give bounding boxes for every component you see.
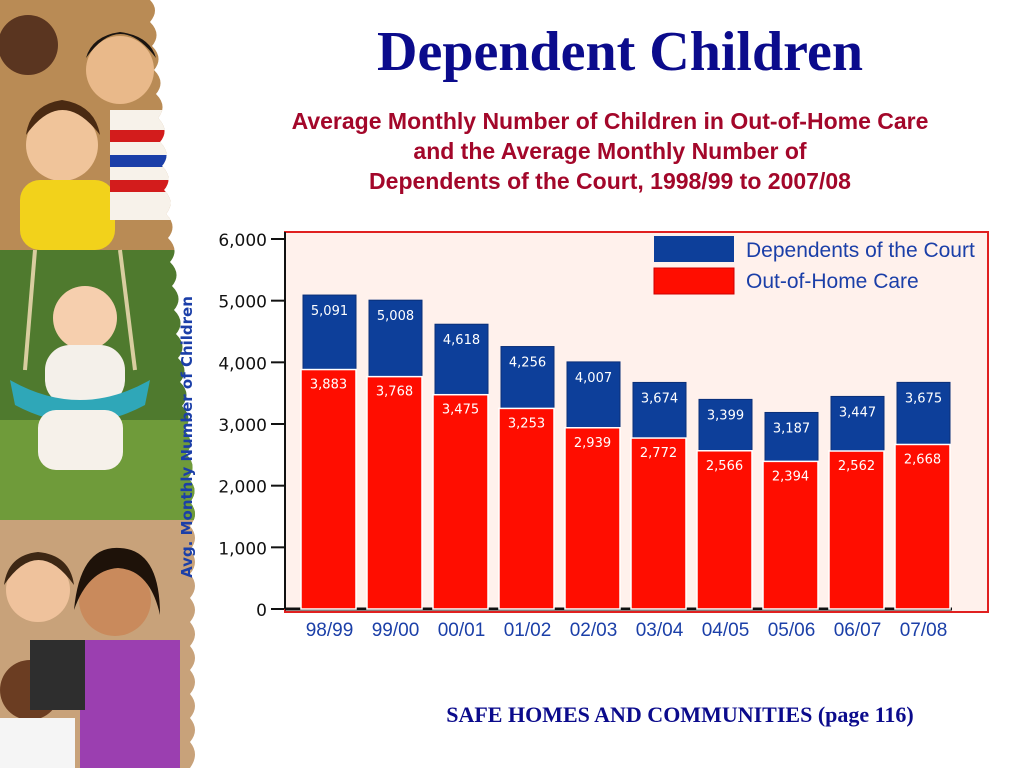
x-tick-label: 00/01 <box>438 620 486 641</box>
x-tick-label: 07/08 <box>900 620 948 641</box>
shirt-stripe <box>110 180 180 192</box>
legend-swatch-out-of-home <box>653 267 735 295</box>
child-hair <box>86 32 156 58</box>
bar-label-out-of-home: 2,566 <box>706 459 743 474</box>
y-axis-title: Avg. Monthly Number of Children <box>178 296 196 578</box>
x-tick-label: 99/00 <box>372 620 420 641</box>
bar-label-dependents: 4,256 <box>509 356 546 371</box>
y-axis: 0 1,000 2,000 3,000 4,000 5,000 6,000 <box>218 231 285 621</box>
bar-label-dependents: 4,618 <box>443 333 480 348</box>
child-face <box>86 36 154 104</box>
baby-legs <box>38 410 123 470</box>
legend-label-dependents: Dependents of the Court <box>746 239 975 262</box>
legend-label-out-of-home: Out-of-Home Care <box>746 270 919 293</box>
x-tick-label: 05/06 <box>768 620 816 641</box>
swing-rope <box>23 249 37 371</box>
y-tick-label: 6,000 <box>218 231 267 251</box>
y-tick-label: 1,000 <box>218 539 267 559</box>
bar-label-dependents: 3,399 <box>707 408 744 423</box>
subtitle-line: and the Average Monthly Number of <box>413 138 807 164</box>
legend-swatch-dependents <box>654 236 734 262</box>
bar-label-out-of-home: 3,768 <box>376 385 413 400</box>
baby-face <box>53 286 117 350</box>
child-hair <box>74 547 160 615</box>
bar-label-out-of-home: 3,475 <box>442 403 479 418</box>
bar-label-out-of-home: 2,939 <box>574 436 611 451</box>
bar-out-of-home <box>366 375 423 610</box>
swing-seat <box>10 380 150 423</box>
subtitle-line: Average Monthly Number of Children in Ou… <box>291 108 929 134</box>
bar-out-of-home <box>894 443 951 610</box>
child-hair <box>26 100 100 135</box>
y-tick-label: 3,000 <box>218 416 267 436</box>
child-face <box>79 564 151 636</box>
bar-label-dependents: 4,007 <box>575 371 612 386</box>
page-title: Dependent Children <box>377 21 863 83</box>
x-axis: 98/99 99/00 00/01 01/02 02/03 03/04 04/05 05/06… <box>306 620 948 641</box>
swing-rope <box>118 249 137 371</box>
child-face <box>26 109 98 181</box>
x-tick-label: 02/03 <box>570 620 618 641</box>
bar-label-out-of-home: 2,394 <box>772 469 809 484</box>
shirt-stripe <box>110 155 180 167</box>
x-tick-label: 98/99 <box>306 620 354 641</box>
x-tick-label: 03/04 <box>636 620 684 641</box>
bar-out-of-home <box>828 450 885 610</box>
x-tick-label: 04/05 <box>702 620 750 641</box>
bar-out-of-home <box>696 450 753 610</box>
bar-label-out-of-home: 2,772 <box>640 446 677 461</box>
subtitle-line: Dependents of the Court, 1998/99 to 2007… <box>369 168 851 194</box>
child-shirt <box>0 718 75 768</box>
bar-out-of-home <box>300 368 357 610</box>
x-tick-label: 06/07 <box>834 620 882 641</box>
bar-out-of-home <box>432 393 489 610</box>
y-tick-label: 0 <box>256 601 267 621</box>
y-tick-label: 2,000 <box>218 478 267 498</box>
bar-label-out-of-home: 2,668 <box>904 452 941 467</box>
bar-chart: Avg. Monthly Number of Children 0 1,000 2,… <box>178 231 989 641</box>
y-tick-label: 4,000 <box>218 354 267 374</box>
bar-label-dependents: 3,674 <box>641 391 678 406</box>
bar-label-dependents: 5,008 <box>377 309 414 324</box>
child-shirt <box>80 640 180 768</box>
footer-caption: SAFE HOMES AND COMMUNITIES (page 116) <box>446 702 914 727</box>
bar-out-of-home <box>762 460 819 610</box>
child-shirt <box>30 640 85 710</box>
legend: Dependents of the Court Out-of-Home Care <box>653 236 975 295</box>
bar-out-of-home <box>630 437 687 610</box>
child-face <box>0 15 58 75</box>
x-tick-label: 01/02 <box>504 620 552 641</box>
child-face <box>6 558 70 622</box>
bar-out-of-home <box>564 427 621 610</box>
child-shirt <box>20 180 115 250</box>
bar-label-dependents: 3,675 <box>905 391 942 406</box>
bar-label-out-of-home: 3,883 <box>310 378 347 393</box>
children-photo-strip <box>0 0 195 768</box>
bar-label-dependents: 3,187 <box>773 421 810 436</box>
bar-label-dependents: 5,091 <box>311 304 348 319</box>
bar-label-out-of-home: 3,253 <box>508 416 545 431</box>
chart-subtitle: Average Monthly Number of Children in Ou… <box>205 106 1015 196</box>
child-hair <box>4 552 74 585</box>
bar-out-of-home <box>498 407 555 610</box>
bar-label-dependents: 3,447 <box>839 405 876 420</box>
bars: 5,091 3,883 5,008 3,768 4,618 3,475 4,256 3,253… <box>300 294 951 610</box>
shirt-stripe <box>110 130 180 142</box>
bar-label-out-of-home: 2,562 <box>838 459 875 474</box>
baby-body <box>45 345 125 405</box>
y-tick-label: 5,000 <box>218 293 267 313</box>
